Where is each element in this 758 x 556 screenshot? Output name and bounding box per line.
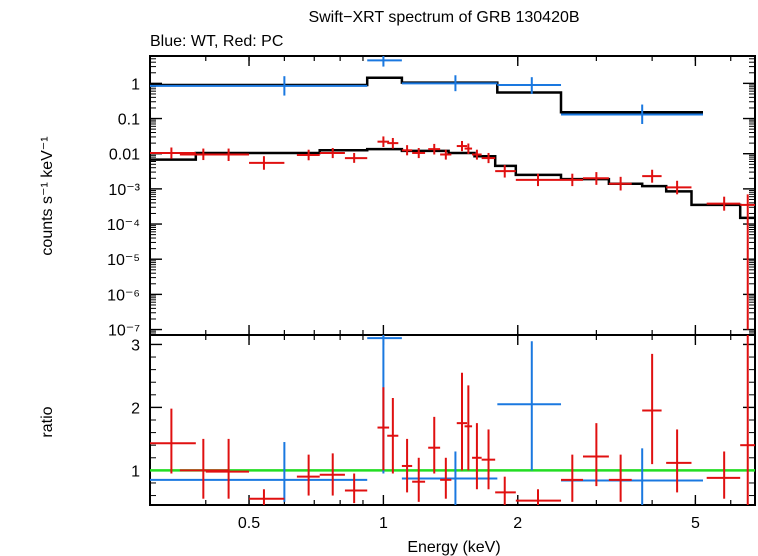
bottom-pc-data-point — [179, 438, 229, 499]
bottom-pc-data-point — [464, 385, 473, 471]
top-pc-data-point — [464, 143, 473, 155]
model-pc-line — [150, 147, 755, 220]
top-pc-data-point — [412, 148, 426, 159]
bottom-y-tick-label: 3 — [131, 337, 140, 354]
top-pc-data-point — [666, 180, 692, 195]
top-y-tick-label: 10⁻³ — [108, 182, 140, 199]
bottom-wt-data-point — [561, 448, 703, 505]
bottom-y-tick-label: 2 — [131, 400, 140, 417]
top-y-axis-label: counts s⁻¹ keV⁻¹ — [39, 136, 56, 255]
top-pc-data-point — [319, 148, 345, 159]
bottom-pc-data-point — [150, 408, 196, 474]
bottom-pc-data-point — [495, 476, 516, 505]
top-pc-data-point — [377, 136, 390, 148]
top-y-tick-label: 1 — [131, 76, 140, 93]
top-pc-data-point — [150, 147, 196, 159]
top-pc-data-point — [440, 149, 452, 160]
bottom-pc-data-point — [481, 429, 496, 490]
bottom-pc-data-point — [344, 473, 368, 504]
top-pc-data-point — [296, 149, 320, 161]
bottom-pc-data-point — [608, 454, 632, 502]
bottom-pc-data-point — [456, 372, 468, 471]
bottom-panel-ratio: 0.5 1 2 5 1 2 3 — [131, 334, 756, 532]
top-pc-data-point — [740, 194, 755, 330]
top-wt-data-point — [497, 77, 562, 94]
top-pc-data-point — [608, 176, 632, 191]
top-pc-data-point — [495, 164, 516, 178]
bottom-pc-data-point — [319, 453, 345, 496]
top-pc-data-point — [515, 173, 562, 187]
bottom-pc-data-point — [642, 353, 662, 465]
top-pc-data-point — [706, 196, 741, 211]
top-pc-data-point — [642, 169, 662, 183]
bottom-pc-data-point — [706, 451, 741, 499]
top-frame — [149, 55, 756, 336]
bottom-pc-data-point — [561, 454, 583, 502]
bottom-wt-data-point — [150, 442, 368, 502]
top-y-tick-label: 0.01 — [109, 147, 140, 164]
top-y-tick-label: 10⁻⁶ — [107, 287, 140, 304]
bottom-pc-data-point — [515, 489, 562, 505]
bottom-pc-data-point — [401, 438, 413, 493]
bottom-pc-data-point — [428, 416, 441, 474]
bottom-pc-data-point — [296, 454, 320, 496]
top-y-tick-label: 10⁻⁷ — [108, 323, 140, 340]
bottom-wt-data-point — [367, 335, 402, 474]
top-wt-data-point — [150, 76, 368, 96]
bottom-pc-data-point — [412, 457, 426, 502]
top-pc-data-point — [344, 152, 368, 163]
bottom-pc-data-point — [582, 423, 609, 487]
bottom-pc-data-point — [387, 397, 399, 474]
bottom-pc-data-point — [740, 335, 755, 505]
bottom-pc-data-point — [666, 429, 692, 493]
bottom-pc-data-point — [205, 438, 250, 499]
bottom-pc-data-point — [440, 457, 452, 499]
top-y-tick-label: 0.1 — [118, 112, 140, 129]
bottom-y-tick-label: 1 — [131, 463, 140, 480]
bottom-wt-data-point — [497, 341, 562, 471]
x-tick-label: 1 — [379, 515, 388, 532]
chart-subtitle: Blue: WT, Red: PC — [150, 33, 283, 50]
top-pc-data-point — [561, 173, 583, 187]
x-axis-label: Energy (keV) — [407, 539, 500, 556]
bottom-pc-data-point — [472, 423, 482, 490]
top-pc-data-point — [472, 149, 482, 160]
top-pc-data-point — [428, 143, 441, 155]
top-pc-data-point — [456, 140, 468, 152]
top-wt-data-point — [367, 56, 402, 67]
x-tick-label: 0.5 — [238, 515, 260, 532]
top-pc-data-point — [401, 145, 413, 156]
bottom-pc-data-point — [249, 489, 285, 505]
bottom-pc-data-point — [377, 387, 390, 471]
bottom-y-axis-label: ratio — [39, 406, 56, 437]
top-pc-data-point — [249, 156, 285, 170]
top-wt-data-point — [561, 104, 703, 124]
x-tick-label: 5 — [691, 515, 700, 532]
top-wt-data-point — [401, 75, 498, 92]
top-y-tick-label: 10⁻⁵ — [107, 252, 140, 269]
top-pc-data-point — [481, 152, 496, 164]
top-pc-data-point — [205, 148, 250, 162]
top-pc-data-point — [582, 172, 609, 185]
chart-title: Swift−XRT spectrum of GRB 130420B — [308, 9, 579, 26]
top-panel-spectrum: 1 0.1 0.01 10⁻³ 10⁻⁴ 10⁻⁵ 10⁻⁶ 10⁻⁷ — [107, 55, 756, 340]
top-y-tick-label: 10⁻⁴ — [107, 217, 140, 234]
top-pc-data-point — [387, 137, 399, 149]
x-tick-label: 2 — [513, 515, 522, 532]
